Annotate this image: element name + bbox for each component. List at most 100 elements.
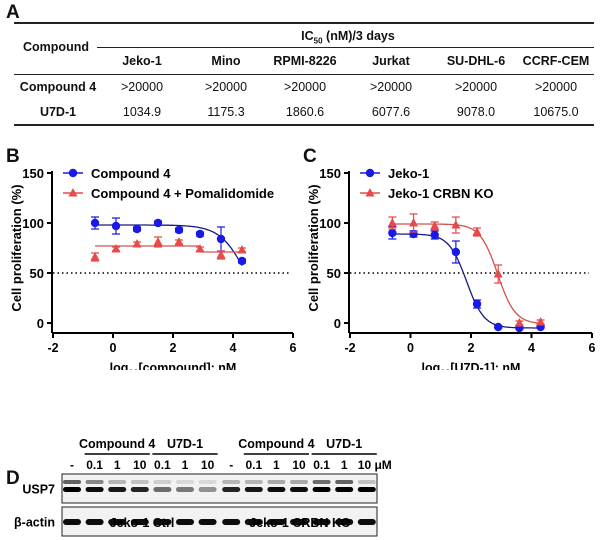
data-point (132, 224, 142, 234)
data-point (216, 234, 226, 244)
data-point (90, 218, 100, 228)
data-point (451, 247, 461, 257)
lane-label: 10 (201, 458, 215, 472)
group-header-sub: 50 (313, 36, 323, 46)
usp7-band (198, 487, 217, 492)
data-point (388, 228, 397, 238)
data-point (430, 221, 440, 230)
beta-actin-band (290, 519, 308, 525)
blot-row-label: USP7 (22, 483, 55, 497)
column-header: Jurkat (372, 54, 410, 68)
usp7-band (267, 487, 286, 492)
lane-label: 0.1 (313, 458, 330, 472)
table-cell: 6077.6 (371, 105, 411, 119)
y-tick-label: 100 (22, 216, 44, 231)
beta-actin-band (198, 519, 217, 525)
legend-marker-circle (68, 168, 78, 178)
usp7-upper-band (290, 480, 308, 484)
row-header: Compound (23, 40, 89, 54)
usp7-band (85, 487, 104, 492)
row-label: Compound 4 (19, 80, 97, 94)
data-point (195, 244, 205, 253)
legend-label: Jeko-1 (388, 166, 429, 181)
usp7-upper-band (244, 480, 263, 484)
data-point (514, 318, 524, 327)
usp7-upper-band (312, 480, 331, 484)
x-tick-label: 0 (407, 341, 414, 355)
usp7-upper-band (108, 480, 127, 484)
usp7-upper-band (176, 480, 194, 484)
data-point (111, 221, 121, 231)
y-tick-label: 100 (319, 216, 341, 231)
lane-label: 1 (273, 458, 280, 472)
usp7-upper-band (357, 480, 376, 484)
data-point (494, 322, 503, 332)
y-axis-label: Cell proliferation (%) (9, 184, 24, 311)
usp7-band (290, 487, 308, 492)
beta-actin-band (244, 519, 263, 525)
lane-label: 0.1 (86, 458, 103, 472)
usp7-band (357, 487, 376, 492)
usp7-upper-band (267, 480, 286, 484)
y-tick-label: 50 (30, 266, 44, 281)
lane-label: 10 (133, 458, 147, 472)
column-header: Jeko-1 (122, 54, 162, 68)
row-label: U7D-1 (39, 105, 77, 119)
panel-label-b: B (6, 146, 20, 167)
x-tick-label: -2 (344, 341, 355, 355)
beta-actin-band (63, 519, 81, 525)
x-tick-label: 6 (589, 341, 596, 355)
data-point (237, 245, 247, 254)
x-axis-label: log10[U7D-1]; nM (422, 361, 521, 370)
legend-marker-circle (365, 168, 375, 178)
panel-label-d: D (6, 468, 20, 489)
y-tick-label: 0 (37, 316, 44, 331)
treatment-group-label: Compound 4 (79, 437, 155, 451)
lane-label: 0.1 (154, 458, 171, 472)
data-point (536, 317, 546, 326)
cell-line-label: Jeko-1 CRBN KO (249, 516, 351, 530)
table-group-rule (97, 47, 594, 48)
column-header: SU-DHL-6 (446, 54, 506, 68)
lane-label: 0.1 (245, 458, 262, 472)
group-header-rest: (nM)/3 days (322, 29, 395, 43)
column-header: CCRF-CEM (522, 54, 590, 68)
usp7-upper-band (63, 480, 81, 484)
data-point (430, 230, 439, 240)
treatment-group-label: U7D-1 (326, 437, 362, 451)
x-tick-label: 4 (528, 341, 535, 355)
usp7-band (176, 487, 194, 492)
treatment-group-label: Compound 4 (238, 437, 314, 451)
lane-label: 1 (341, 458, 348, 472)
data-point (472, 299, 482, 309)
legend-marker-triangle (365, 188, 375, 197)
table-header-rule (14, 74, 594, 75)
usp7-upper-band (130, 480, 149, 484)
x-axis-label-pre: log (422, 361, 441, 370)
x-axis-label-post: [U7D-1]; nM (450, 361, 520, 370)
usp7-band (63, 487, 81, 492)
legend-label: Jeko-1 CRBN KO (388, 186, 493, 201)
x-tick-label: 4 (230, 341, 237, 355)
blot-row-label: β-actin (14, 516, 55, 530)
column-header: Mino (211, 54, 241, 68)
treatment-group-label: U7D-1 (167, 437, 203, 451)
x-tick-label: 0 (110, 341, 117, 355)
usp7-upper-band (198, 480, 217, 484)
lane-label: 1 (182, 458, 189, 472)
cell-line-label: Jeko-1 Ctrl (110, 516, 175, 530)
usp7-band (335, 487, 354, 492)
panel-label-a: A (6, 2, 20, 23)
series-triangle: Jeko-1 CRBN KO (360, 186, 546, 327)
fit-curve (392, 223, 541, 324)
x-axis-label-pre: log (110, 361, 129, 370)
series-triangle: Compound 4 + Pomalidomide (63, 186, 274, 262)
data-point (195, 229, 205, 239)
legend-label: Compound 4 + Pomalidomide (91, 186, 274, 201)
usp7-upper-band (335, 480, 354, 484)
table-cell: 10675.0 (533, 105, 579, 119)
beta-actin-band (335, 519, 354, 525)
